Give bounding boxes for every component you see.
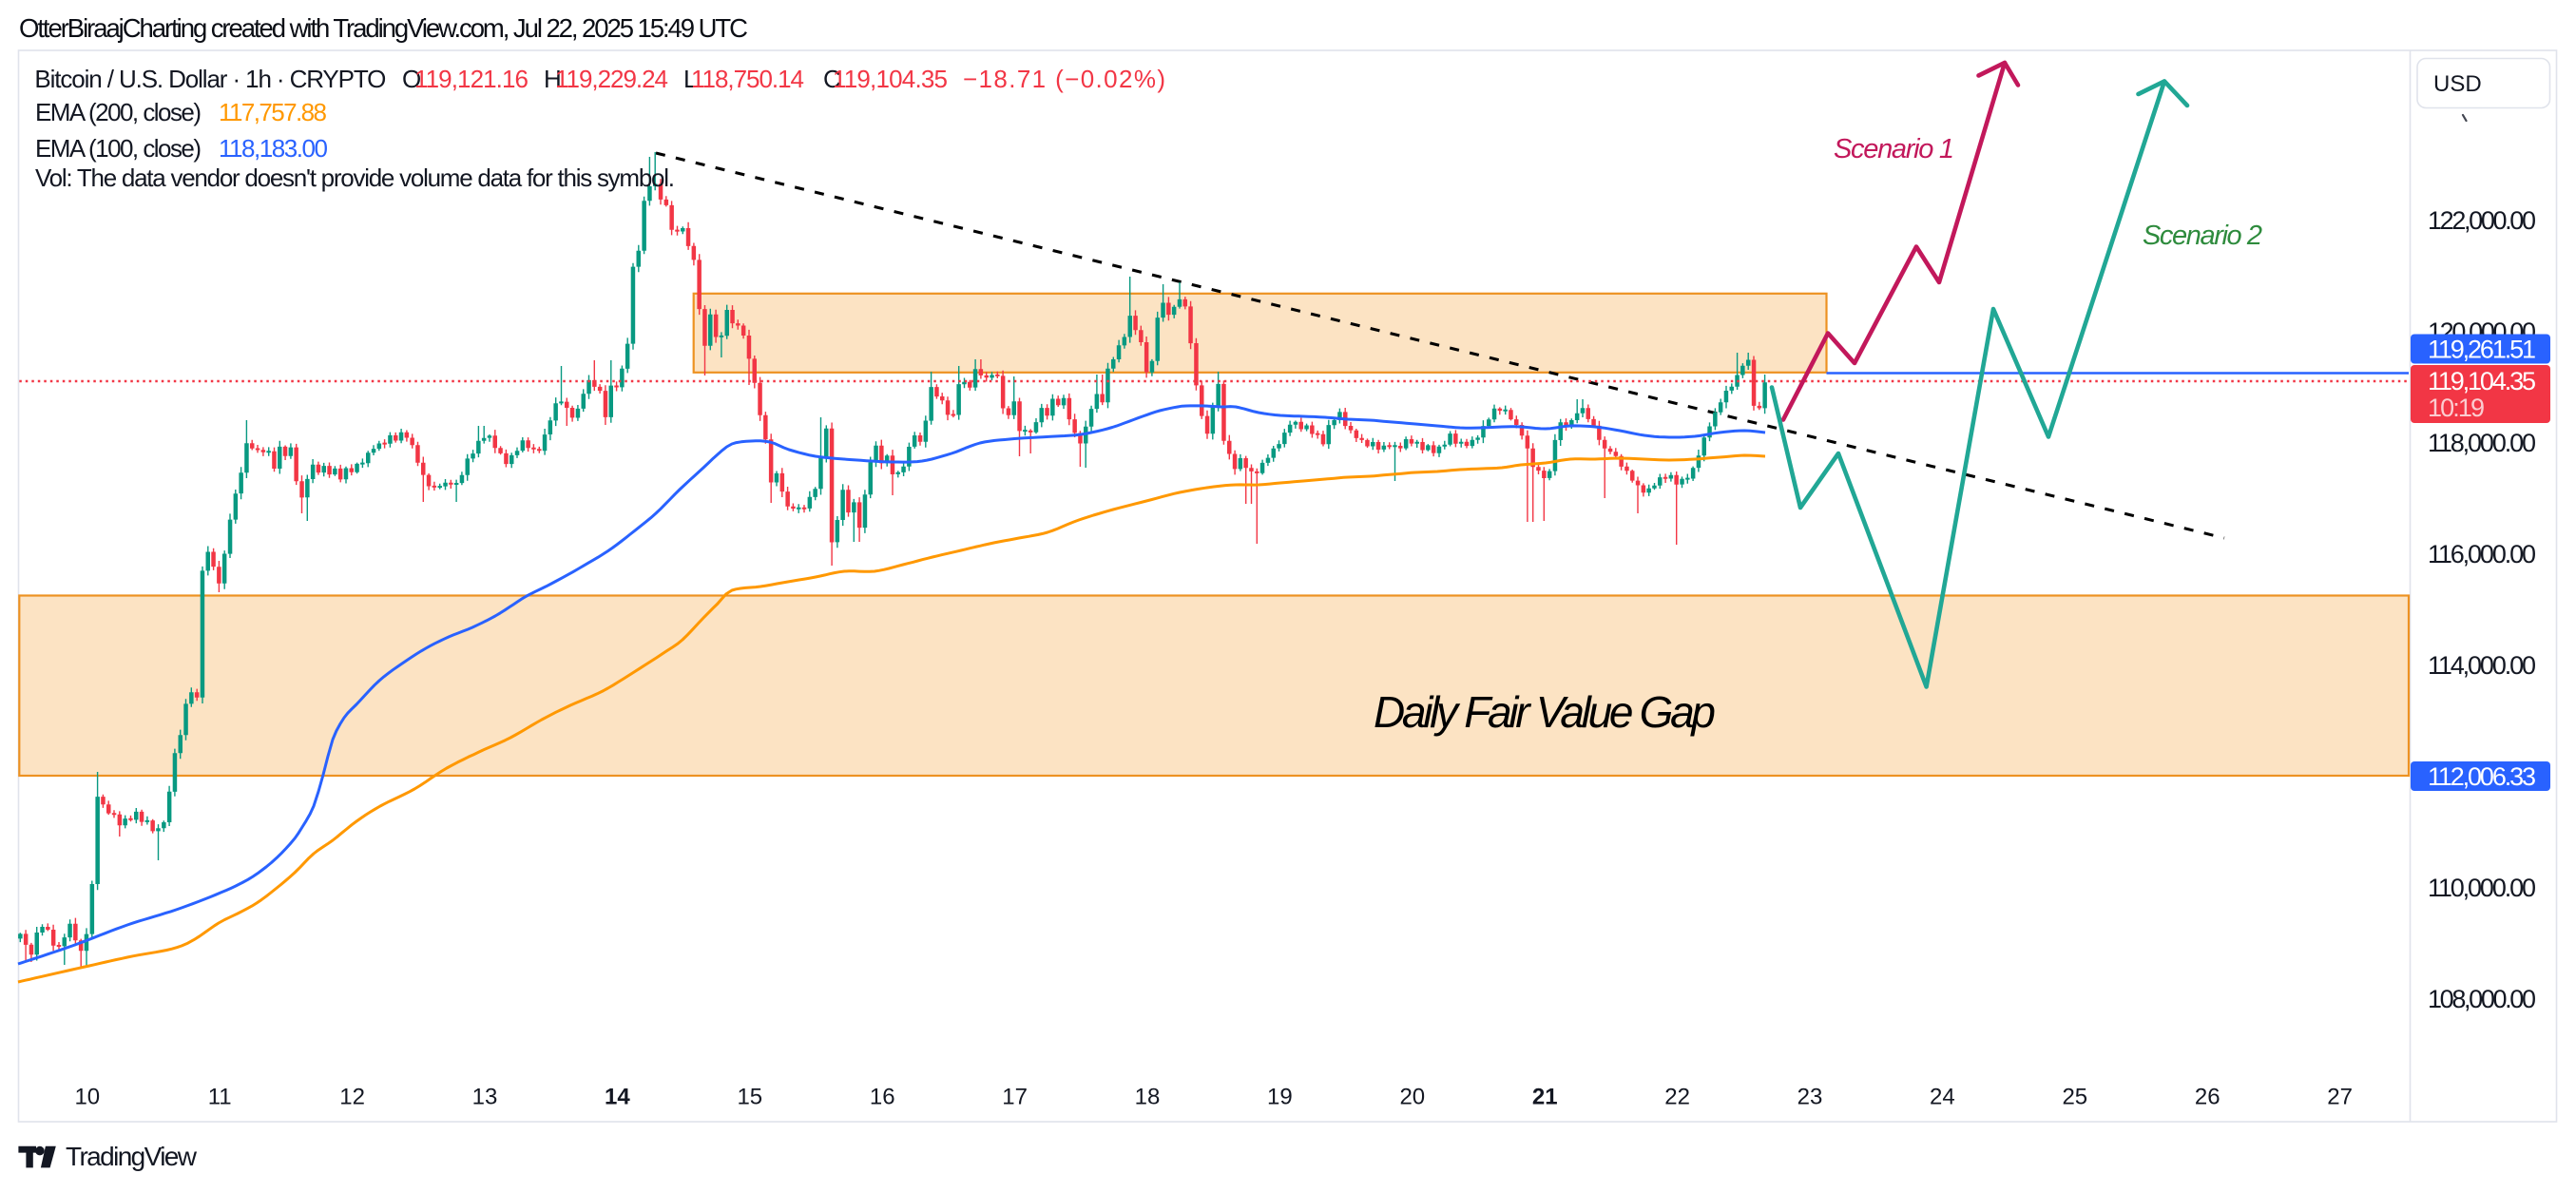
- svg-text:10:19: 10:19: [2428, 394, 2485, 422]
- svg-text:21: 21: [1532, 1085, 1558, 1110]
- svg-text:L: L: [683, 65, 697, 93]
- svg-text:Daily Fair Value Gap: Daily Fair Value Gap: [1374, 687, 1716, 737]
- svg-text:25: 25: [2062, 1085, 2087, 1110]
- svg-text:17: 17: [1002, 1085, 1028, 1110]
- svg-text:112,006.33: 112,006.33: [2428, 762, 2536, 791]
- svg-text:119,104.35: 119,104.35: [2428, 367, 2536, 395]
- svg-text:20: 20: [1399, 1085, 1425, 1110]
- svg-text:OtterBiraajCharting created wi: OtterBiraajCharting created with Trading…: [19, 13, 748, 43]
- svg-text:Vol: The data vendor doesn't p: Vol: The data vendor doesn't provide vol…: [35, 164, 675, 192]
- svg-text:16: 16: [870, 1085, 895, 1110]
- svg-text:USD: USD: [2433, 71, 2482, 97]
- svg-text:118,183.00: 118,183.00: [219, 134, 328, 163]
- svg-text:Bitcoin / U.S. Dollar · 1h · C: Bitcoin / U.S. Dollar · 1h · CRYPTO: [34, 65, 386, 93]
- svg-text:110,000.00: 110,000.00: [2428, 874, 2536, 902]
- svg-text:13: 13: [472, 1085, 498, 1110]
- svg-text:C: C: [823, 65, 841, 93]
- svg-text:EMA (100, close): EMA (100, close): [35, 134, 202, 163]
- svg-text:14: 14: [605, 1085, 630, 1110]
- svg-text:−18.71 (−0.02%): −18.71 (−0.02%): [963, 65, 1165, 93]
- svg-text:11: 11: [208, 1085, 232, 1110]
- svg-text:27: 27: [2327, 1085, 2353, 1110]
- svg-text:19: 19: [1267, 1085, 1293, 1110]
- svg-text:18: 18: [1135, 1085, 1161, 1110]
- svg-text:O: O: [402, 65, 421, 93]
- svg-text:108,000.00: 108,000.00: [2428, 985, 2536, 1013]
- svg-text:117,757.88: 117,757.88: [219, 98, 327, 126]
- svg-text:119,104.35: 119,104.35: [833, 65, 948, 93]
- svg-text:114,000.00: 114,000.00: [2428, 651, 2536, 680]
- svg-text:119,229.24: 119,229.24: [555, 65, 668, 93]
- svg-text:119,121.16: 119,121.16: [414, 65, 529, 93]
- svg-text:118,000.00: 118,000.00: [2428, 429, 2536, 457]
- svg-text:23: 23: [1797, 1085, 1823, 1110]
- svg-text:24: 24: [1930, 1085, 1955, 1110]
- svg-text:118,750.14: 118,750.14: [691, 65, 804, 93]
- svg-text:EMA (200, close): EMA (200, close): [35, 98, 202, 126]
- svg-text:122,000.00: 122,000.00: [2428, 206, 2536, 235]
- svg-text:Scenario 1: Scenario 1: [1834, 134, 1954, 164]
- svg-text:15: 15: [737, 1085, 762, 1110]
- svg-text:12: 12: [339, 1085, 365, 1110]
- svg-text:Scenario 2: Scenario 2: [2143, 221, 2262, 251]
- svg-text:22: 22: [1664, 1085, 1690, 1110]
- svg-text:TradingView: TradingView: [66, 1142, 198, 1171]
- svg-text:H: H: [544, 65, 562, 93]
- svg-text:10: 10: [74, 1085, 100, 1110]
- svg-text:119,261.51: 119,261.51: [2428, 336, 2536, 364]
- svg-text:116,000.00: 116,000.00: [2428, 540, 2536, 568]
- svg-text:26: 26: [2195, 1085, 2220, 1110]
